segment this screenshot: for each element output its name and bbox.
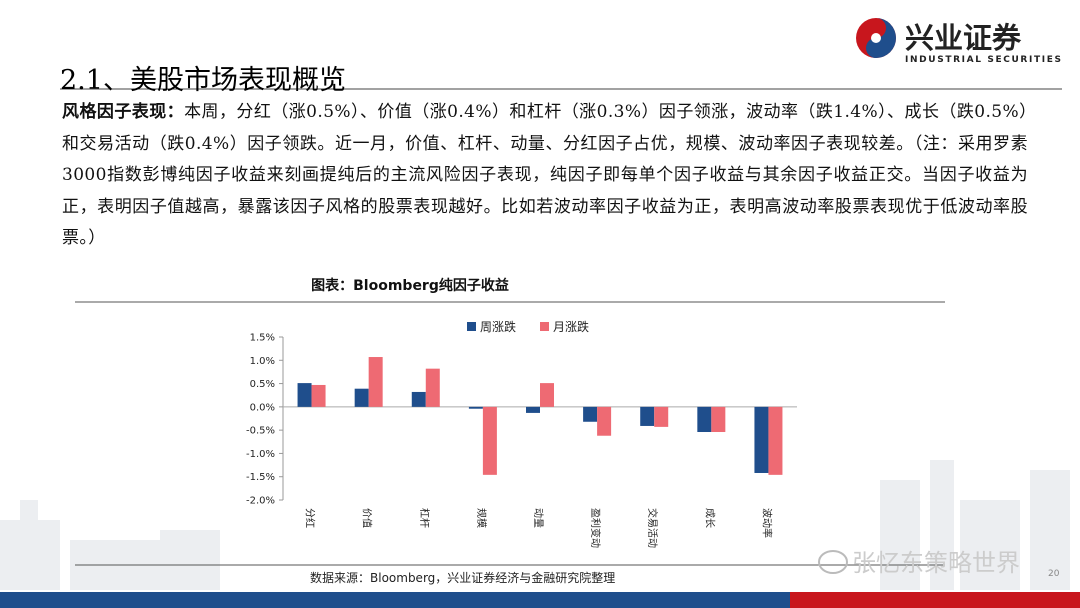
x-tick-label: 规模 (475, 508, 488, 528)
y-tick-label: 1.0% (250, 356, 275, 367)
y-tick-label: -1.5% (246, 472, 275, 483)
x-tick-label: 波动率 (760, 508, 773, 538)
bar (697, 406, 712, 433)
bar (354, 388, 369, 407)
bar (526, 406, 540, 413)
x-tick-label: 成长 (703, 508, 715, 528)
bar (540, 383, 554, 407)
source: 数据来源：Bloomberg，兴业证券经济与金融研究院整理 (310, 570, 615, 585)
paragraph-text: 本周，分红（涨0.5%）、价值（涨0.4%）和杠杆（涨0.3%）因子领涨，波动率… (62, 102, 1028, 248)
x-tick-label: 交易活动 (646, 508, 659, 548)
bar (297, 383, 312, 407)
bar (482, 406, 497, 475)
paragraph-label: 风格因子表现： (62, 102, 185, 122)
bar (411, 391, 426, 407)
bar (425, 368, 440, 407)
watermark: 张忆东策略世界 (852, 549, 1020, 577)
wechat-icon (818, 550, 848, 574)
logo-name: 兴业证券 (905, 21, 1022, 55)
chart-title: 图表：Bloomberg纯因子收益 (311, 277, 509, 294)
plot: -2.0% -1.5% -1.0% -0.5% 0.0% 0.5% 1.0% 1.5% 周涨跌 月… (246, 319, 797, 548)
legend-label: 月涨跌 (553, 319, 589, 334)
legend-swatch (540, 322, 549, 331)
x-tick-label: 价值 (361, 508, 374, 528)
bar (711, 406, 726, 433)
bar (368, 357, 383, 407)
logo-icon (871, 33, 881, 43)
x-tick-label: 杠杆 (418, 508, 431, 528)
footer-bar (790, 592, 1080, 608)
paragraph: 风格因子表现：本周，分红（涨0.5%）、价值（涨0.4%）和杠杆（涨0.3%）因… (62, 97, 1028, 255)
bar (468, 406, 483, 409)
y-tick-label: 0.0% (250, 402, 275, 413)
y-tick-label: 0.5% (250, 379, 275, 390)
x-tick-label: 盈利变动 (589, 508, 602, 548)
footer-bar (0, 592, 790, 608)
y-tick-label: -0.5% (246, 426, 275, 437)
bar (754, 406, 769, 473)
bar (640, 406, 655, 426)
bar (583, 406, 598, 422)
y-tick-label: 1.5% (250, 333, 275, 344)
y-tick-label: -1.0% (246, 449, 275, 460)
logo-subtitle: INDUSTRIAL SECURITIES (905, 55, 1061, 65)
y-tick-label: -2.0% (246, 496, 275, 507)
x-tick-label: 动量 (532, 508, 544, 528)
section-title: 2.1、美股市场表现概览 (60, 65, 346, 96)
bar (654, 406, 669, 427)
legend-label: 周涨跌 (480, 319, 516, 334)
legend-swatch (467, 322, 476, 331)
bar (768, 406, 783, 475)
x-tick-label: 分红 (304, 508, 317, 528)
page-number: 20 (1048, 569, 1060, 579)
bar (597, 406, 612, 436)
bar (311, 384, 326, 407)
